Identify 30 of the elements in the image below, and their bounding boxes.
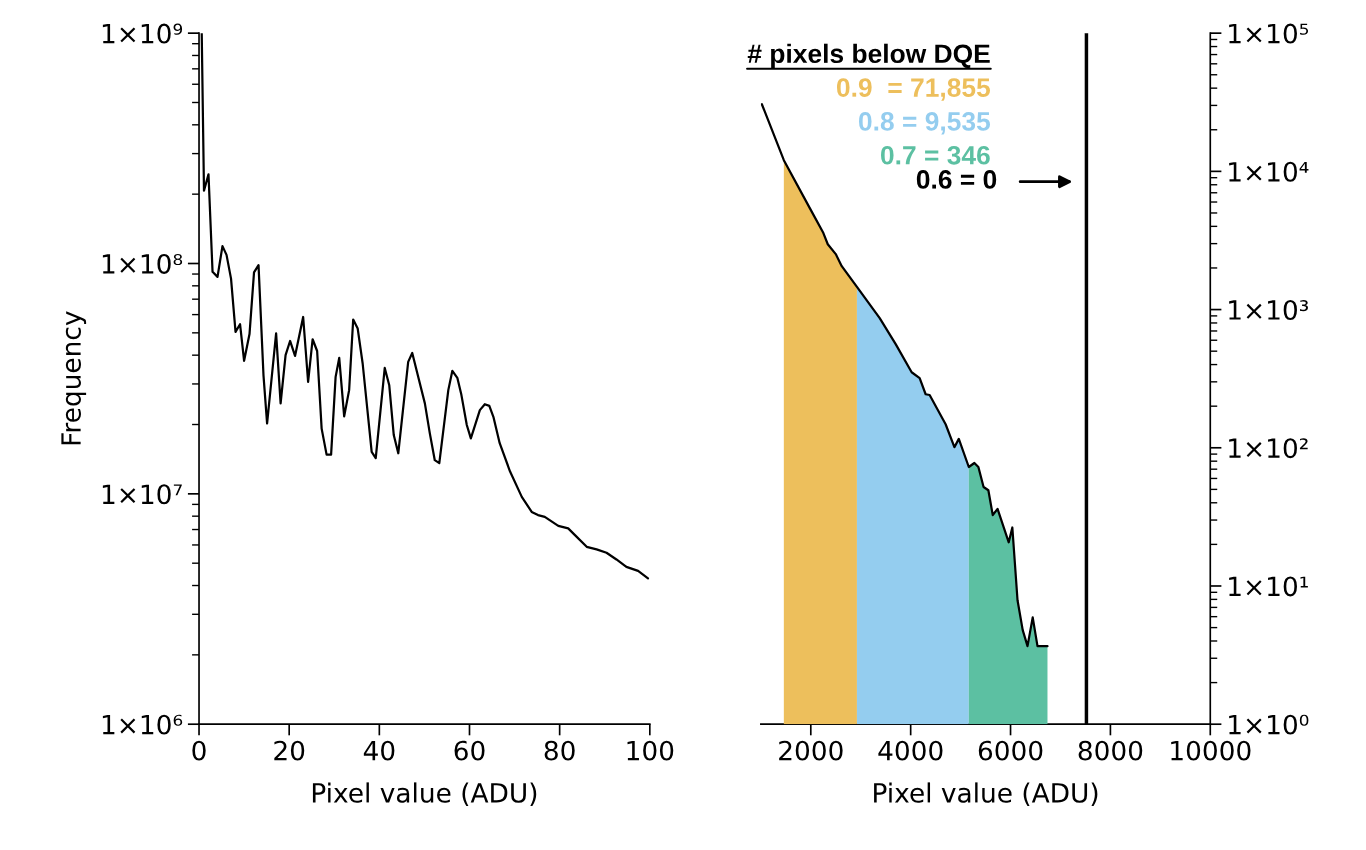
x-tick-label: 0 [192,740,206,761]
y2-tick-label: 1×10² [1229,438,1308,459]
legend-title: # pixels below DQE [747,43,990,69]
x-tick-label: 6000 [978,740,1043,761]
x-tick-label: 4000 [878,740,943,761]
x-tick-label: 60 [454,740,485,761]
text: 0.8 = 9,535 [859,112,991,135]
x-tick-label: 2000 [779,740,843,761]
x-tick-label: 10000 [1171,740,1251,761]
line-series [760,103,1049,648]
x-tick-label: 8000 [1078,740,1143,761]
x-tick-label: 100 [627,740,674,761]
y-axis-title: Frequency [61,311,87,445]
y2-tick-label: 1×10⁵ [1229,23,1309,44]
x-tick-label: 20 [274,740,305,761]
y-tick-label: 1×10⁷ [102,484,182,505]
y2-tick-label: 1×10³ [1229,300,1308,320]
text: 0.9 = 71,855 [836,78,991,101]
x-tick-label: 40 [363,740,395,761]
x-axis-title: Pixel value (ADU) [874,782,1098,806]
text: 0.7 = 346 [881,145,990,165]
x-tick-label: 80 [544,740,575,761]
y2-tick-label: 1×10⁴ [1229,161,1309,182]
y2-tick-label: 1×10⁰ [1229,714,1309,735]
y-tick-label: 1×10⁸ [102,253,183,274]
y-tick-label: 1×10⁶ [102,714,183,735]
x-axis-title: Pixel value (ADU) [312,782,537,806]
y-tick-label: 1×10⁹ [102,23,183,44]
annotation: 0.6 = 0 [916,170,997,189]
y2-tick-label: 1×10¹ [1229,576,1308,597]
